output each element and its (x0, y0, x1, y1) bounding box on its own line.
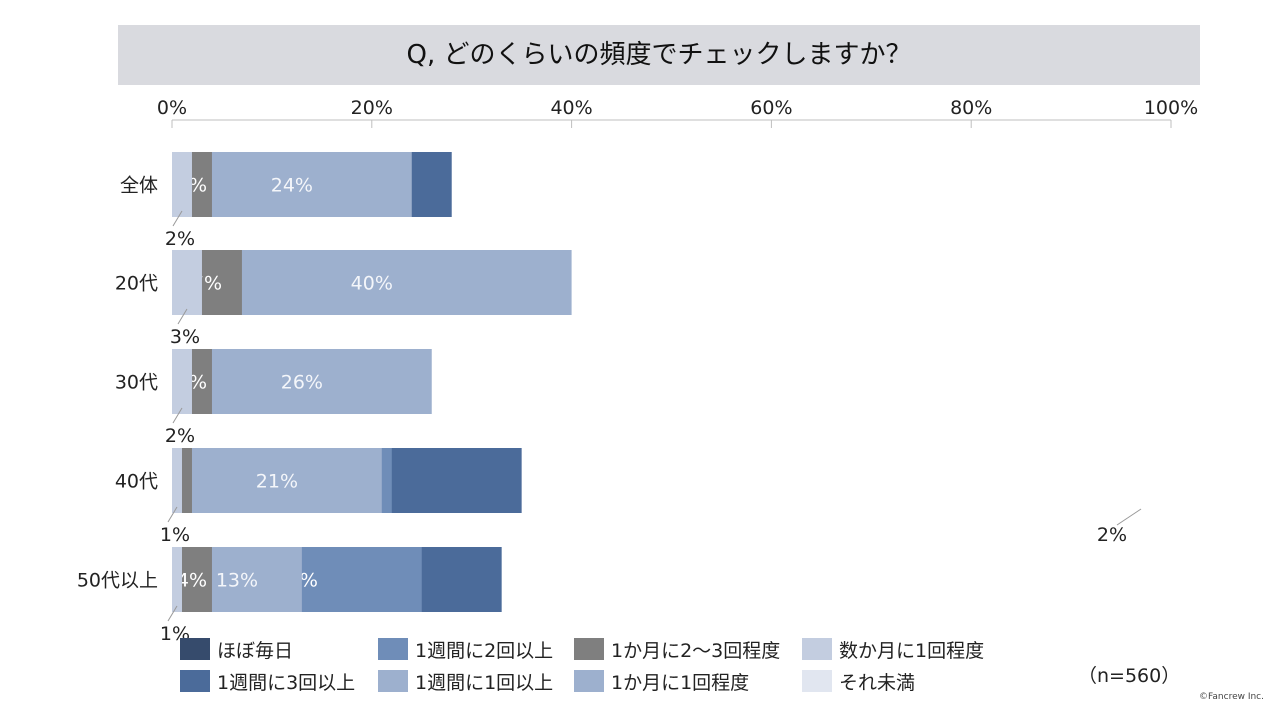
legend-swatch (378, 670, 408, 692)
legend-swatch (180, 670, 210, 692)
legend-swatch (574, 638, 604, 660)
legend-label: それ未満 (839, 671, 916, 694)
x-tick-label: 60% (750, 97, 792, 119)
legend-label: 1週間に3回以上 (217, 671, 356, 694)
data-label: 2% (165, 425, 195, 447)
bar-segment (172, 349, 432, 414)
legend-swatch (378, 638, 408, 660)
legend-label: 数か月に1回程度 (839, 639, 985, 662)
data-label: 3% (170, 326, 200, 348)
legend-label: ほぼ毎日 (217, 639, 294, 662)
title-bar: Q, どのくらいの頻度でチェックしますか？ (118, 25, 1200, 85)
legend-swatch (574, 670, 604, 692)
legend-swatch (802, 670, 832, 692)
category-label: 50代以上 (77, 570, 158, 592)
data-label: 21% (256, 471, 298, 493)
legend: ほぼ毎日 1週間に3回以上 1週間に2回以上 1週間に1回以上 1か月に2～3回… (180, 636, 1010, 698)
legend-item: ほぼ毎日 (180, 636, 293, 662)
x-tick-label: 100% (1144, 97, 1198, 119)
legend-item: 1週間に1回以上 (378, 668, 553, 694)
legend-label: 1週間に2回以上 (415, 639, 554, 662)
data-label: 26% (281, 372, 323, 394)
leader-line (167, 506, 178, 523)
data-label: 24% (271, 175, 313, 197)
legend-swatch (802, 638, 832, 660)
x-tick-label: 80% (950, 97, 992, 119)
bar-segment (172, 152, 192, 217)
sample-size-note: （n=560） (1078, 665, 1181, 687)
data-label: 2% (165, 228, 195, 250)
category-label: 40代 (115, 471, 158, 493)
x-tick-label: 0% (157, 97, 187, 119)
bar-segment (172, 547, 182, 612)
legend-swatch (180, 638, 210, 660)
data-label: 1% (160, 524, 190, 546)
legend-item: 1週間に2回以上 (378, 636, 553, 662)
bar-segment (172, 448, 382, 513)
legend-item: それ未満 (802, 668, 915, 694)
leader-line (167, 605, 178, 622)
legend-item: 1か月に1回程度 (574, 668, 749, 694)
chart-title: Q, どのくらいの頻度でチェックしますか？ (406, 40, 912, 70)
category-label: 20代 (115, 273, 158, 295)
data-label: 13% (216, 570, 258, 592)
data-label: 2% (1097, 524, 1127, 546)
data-label: 40% (351, 273, 393, 295)
copyright: ©Fancrew Inc. (1199, 692, 1264, 702)
category-label: 30代 (115, 372, 158, 394)
data-label: 4% (177, 570, 207, 592)
legend-label: 1週間に1回以上 (415, 671, 554, 694)
category-label: 全体 (120, 175, 158, 197)
legend-item: 1週間に3回以上 (180, 668, 355, 694)
legend-label: 1か月に2～3回程度 (611, 639, 781, 662)
leader-line (1116, 508, 1142, 526)
legend-item: 数か月に1回程度 (802, 636, 984, 662)
leader-line (172, 407, 183, 424)
x-tick-label: 40% (550, 97, 592, 119)
bar-segment (172, 349, 192, 414)
bar-segment (172, 152, 412, 217)
x-tick-label: 20% (351, 97, 393, 119)
legend-label: 1か月に1回程度 (611, 671, 750, 694)
bar-segment (172, 448, 182, 513)
leader-line (172, 210, 183, 227)
bar-segment (172, 250, 202, 315)
legend-item: 1か月に2～3回程度 (574, 636, 780, 662)
leader-line (177, 308, 188, 325)
